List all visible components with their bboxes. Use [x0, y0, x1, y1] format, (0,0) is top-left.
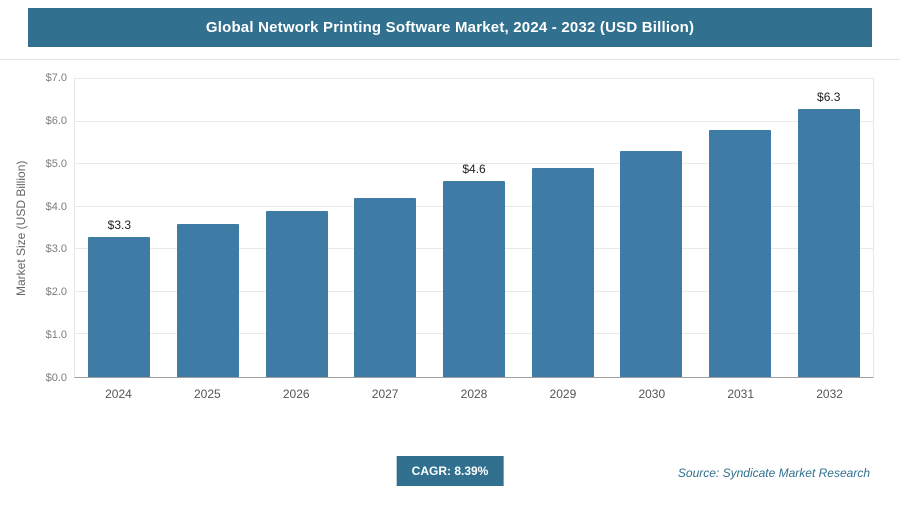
x-axis-label: 2028: [460, 387, 488, 401]
plot-wrap: $3.3 $4.6 $6.3 2024 2025 2026 2027 2028 2029 203…: [74, 78, 874, 401]
gridline: [75, 78, 873, 79]
y-tick-label: $3.0: [45, 243, 67, 256]
bar-2029: [531, 168, 594, 377]
bar-value-label: $4.6: [462, 162, 486, 177]
y-axis-title: Market Size (USD Billion): [14, 160, 28, 296]
x-axis-label: 2024: [105, 387, 132, 401]
bar-slot: $3.3: [75, 79, 164, 377]
bar-2027: [354, 198, 417, 377]
y-tick-label: $2.0: [45, 286, 67, 299]
x-axis-label: 2027: [371, 387, 399, 401]
bar-slot: [607, 79, 696, 377]
x-axis-labels: 2024 2025 2026 2027 2028 2029 2030 2031 2032: [74, 387, 874, 401]
page: Global Network Printing Software Market,…: [0, 8, 900, 508]
bar-slot: [164, 79, 253, 377]
chart-section: Market Size (USD Billion) $0.0 $1.0 $2.0 $3…: [12, 72, 874, 401]
bar-slot: [696, 79, 785, 377]
source-text: Source: Syndicate Market Research: [677, 466, 870, 480]
bar-2026: [265, 210, 328, 377]
y-tick-label: $0.0: [45, 372, 67, 384]
x-axis-label: 2029: [549, 387, 577, 401]
bar-2032: [797, 108, 860, 377]
y-tick-label: $7.0: [45, 72, 67, 84]
bar-2031: [709, 130, 772, 377]
y-tick-label: $4.0: [45, 200, 67, 213]
gridline: [75, 163, 873, 165]
plot-area: $3.3 $4.6 $6.3: [74, 78, 874, 378]
x-axis-label: 2031: [727, 387, 755, 401]
x-axis-label: 2032: [816, 387, 843, 401]
y-axis-ticks: $0.0 $1.0 $2.0 $3.0 $4.0 $5.0 $6.0 $7.0: [30, 72, 74, 384]
x-axis-label: 2025: [193, 387, 221, 401]
bar-2030: [620, 151, 683, 377]
bar-slot: $6.3: [784, 79, 873, 377]
bar-slot: $4.6: [430, 79, 519, 377]
bar-value-label: $3.3: [107, 217, 132, 232]
bar-2028: [443, 181, 506, 377]
chart-title: Global Network Printing Software Market,…: [28, 8, 872, 47]
y-tick-label: $6.0: [45, 114, 67, 127]
bar-2024: [88, 236, 151, 377]
bar-value-label: $6.3: [817, 89, 841, 104]
x-axis-label: 2030: [638, 387, 666, 401]
bars: $3.3 $4.6 $6.3: [75, 79, 873, 377]
bar-2025: [177, 223, 239, 377]
bar-slot: [252, 79, 341, 377]
x-axis-label: 2026: [282, 387, 310, 401]
bar-slot: [518, 79, 607, 377]
header-divider: [0, 59, 900, 60]
bar-slot: [341, 79, 430, 377]
gridline: [75, 120, 873, 122]
cagr-badge: CAGR: 8.39%: [396, 456, 504, 486]
y-tick-label: $1.0: [45, 329, 67, 342]
footer: CAGR: 8.39% Source: Syndicate Market Res…: [0, 456, 900, 490]
y-tick-label: $5.0: [45, 157, 67, 170]
